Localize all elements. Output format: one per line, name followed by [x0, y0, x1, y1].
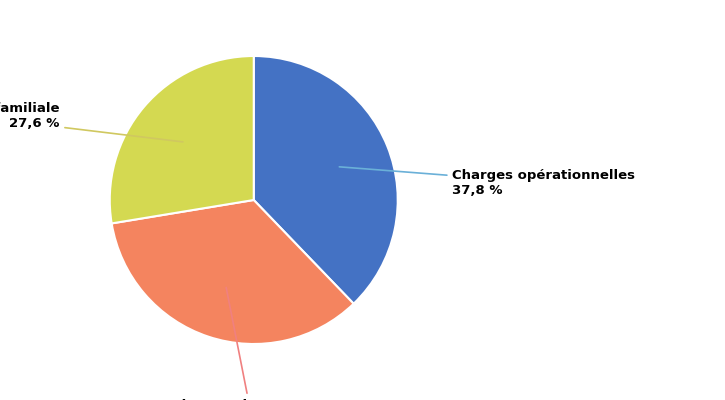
Wedge shape [254, 56, 398, 304]
Wedge shape [112, 200, 354, 344]
Text: Main d’œuvre familiale
27,6 %: Main d’œuvre familiale 27,6 % [0, 102, 183, 142]
Text: Charges de structure
34,6 %: Charges de structure 34,6 % [172, 288, 330, 400]
Text: Charges opérationnelles
37,8 %: Charges opérationnelles 37,8 % [339, 167, 636, 197]
Wedge shape [109, 56, 254, 224]
